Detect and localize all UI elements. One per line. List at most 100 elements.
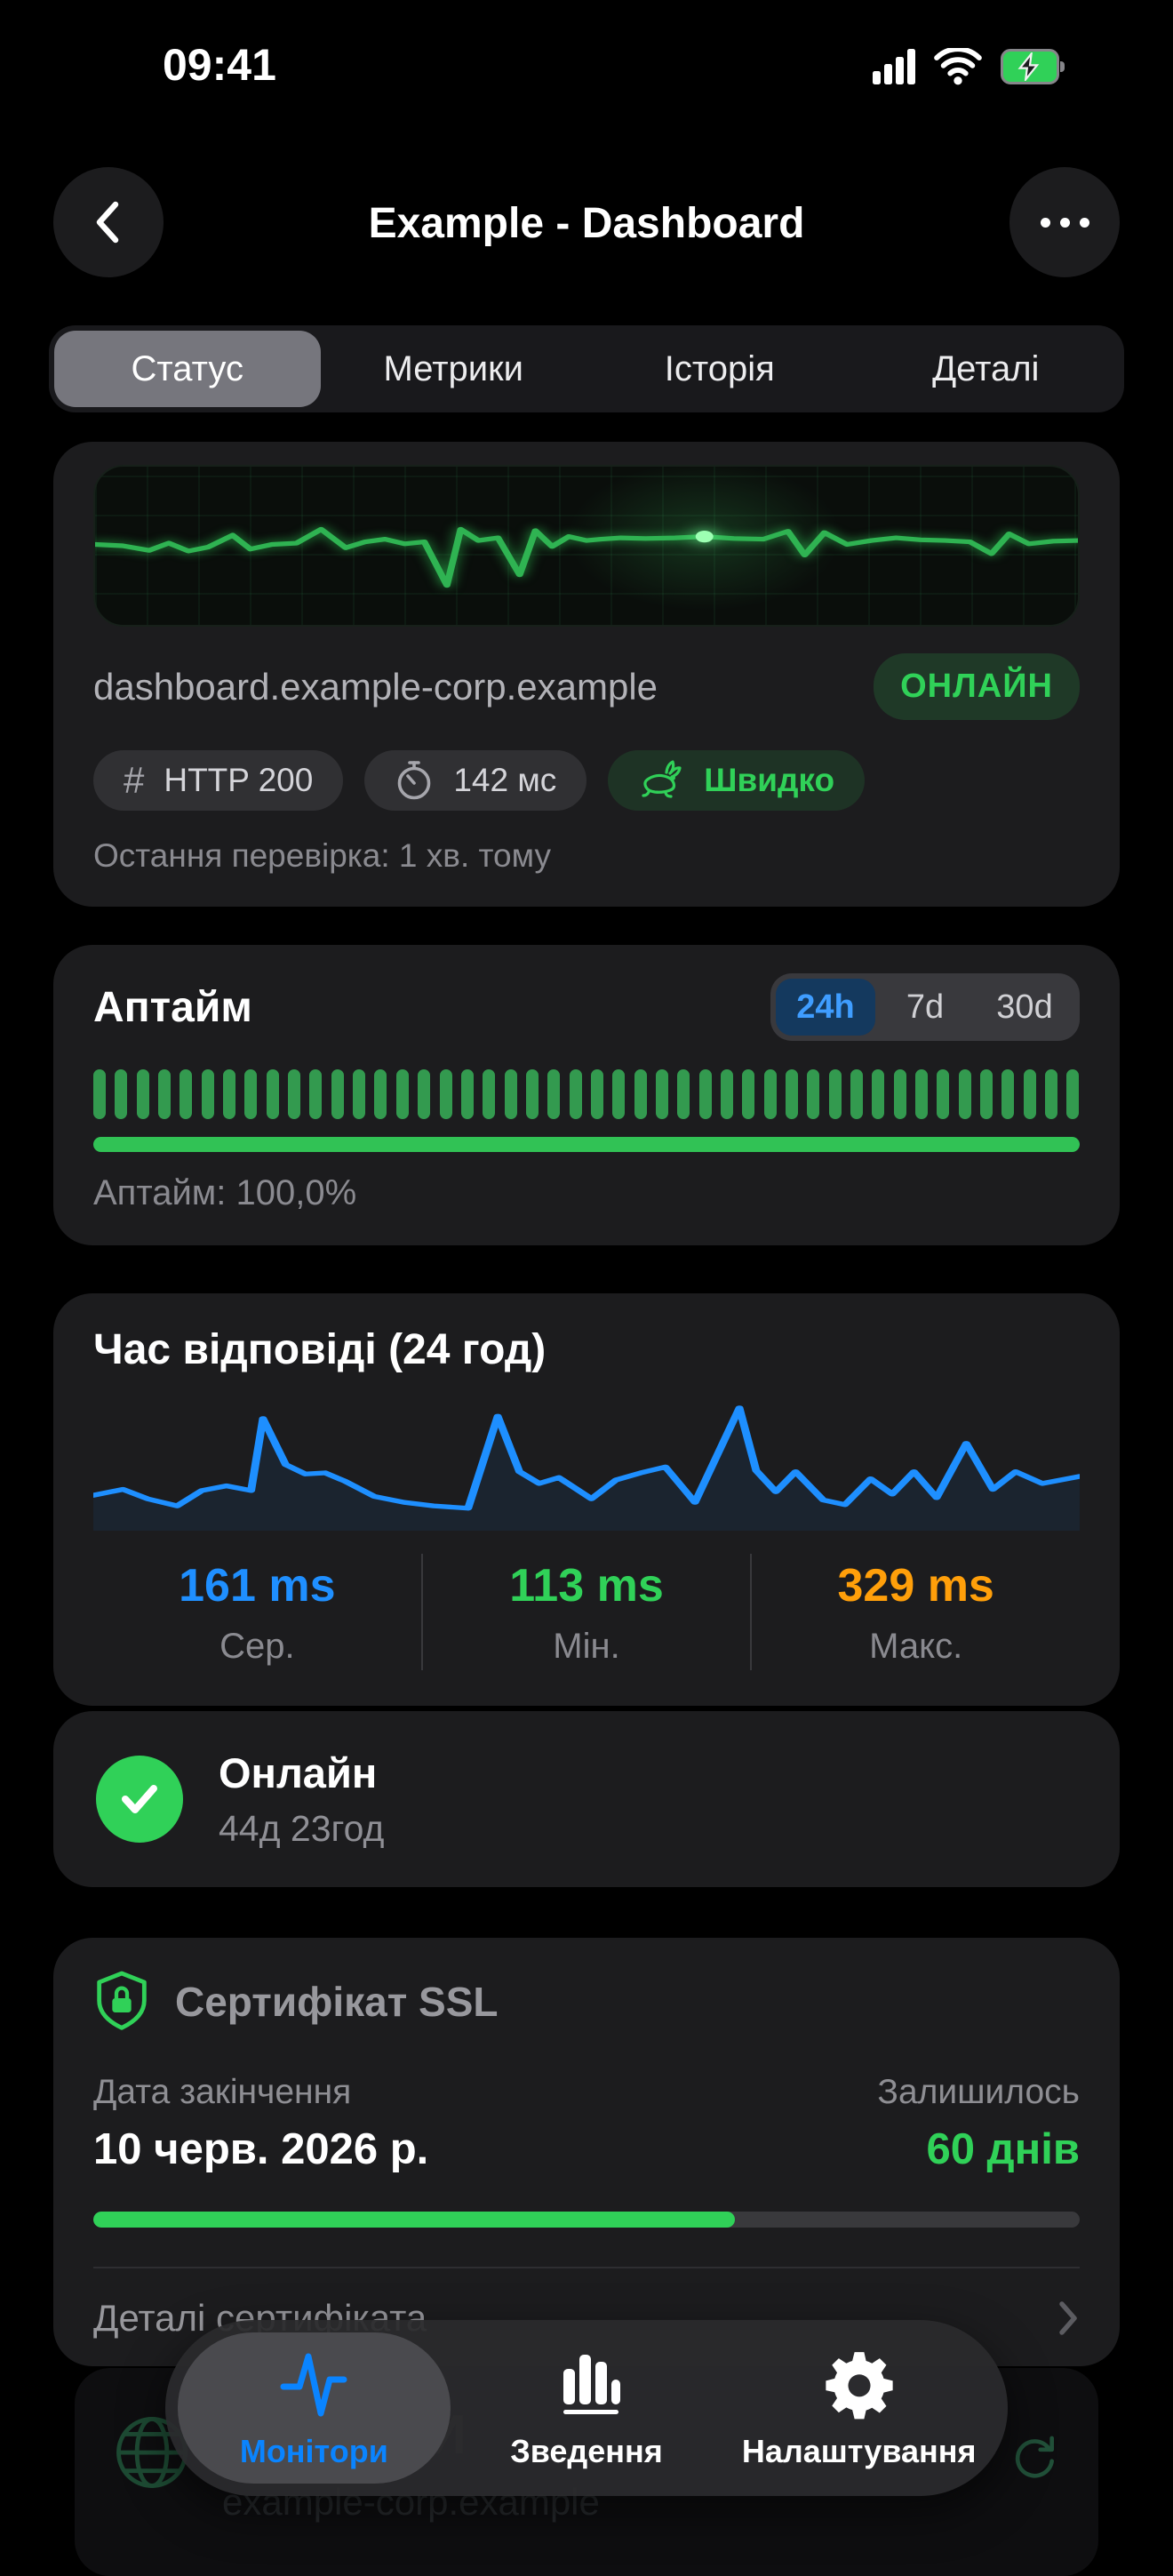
ssl-card: Сертифікат SSL Дата закінчення Залишилос… bbox=[53, 1938, 1120, 2366]
response-chart bbox=[93, 1401, 1080, 1531]
refresh-icon bbox=[1006, 2427, 1061, 2482]
ssl-title: Сертифікат SSL bbox=[175, 1978, 499, 2026]
status-bar: 09:41 bbox=[0, 18, 1173, 89]
uptime-bar bbox=[309, 1069, 322, 1119]
uptime-progress-line bbox=[93, 1137, 1080, 1152]
bottom-nav: Монітори Зведення bbox=[165, 2320, 1008, 2496]
uptime-card: Аптайм 24h 7d 30d Аптайм: 100,0% bbox=[53, 945, 1120, 1245]
uptime-bar bbox=[591, 1069, 603, 1119]
ssl-remaining-label: Залишилось bbox=[877, 2073, 1080, 2112]
uptime-summary: Аптайм: 100,0% bbox=[93, 1173, 1080, 1213]
uptime-bar bbox=[244, 1069, 257, 1119]
activity-icon bbox=[271, 2346, 356, 2422]
status-icons bbox=[873, 48, 1070, 85]
ellipsis-icon bbox=[1041, 218, 1089, 228]
rabbit-icon bbox=[638, 760, 684, 801]
uptime-bar bbox=[699, 1069, 712, 1119]
cellular-signal-icon bbox=[873, 49, 915, 84]
tab-history[interactable]: Історія bbox=[586, 331, 853, 407]
uptime-bar bbox=[440, 1069, 452, 1119]
range-24h[interactable]: 24h bbox=[776, 979, 875, 1036]
monitor-domain: dashboard.example-corp.example bbox=[93, 666, 658, 708]
heartbeat-chart bbox=[93, 465, 1080, 627]
uptime-bar bbox=[915, 1069, 928, 1119]
uptime-bar bbox=[353, 1069, 365, 1119]
uptime-bar bbox=[894, 1069, 906, 1119]
uptime-bar bbox=[483, 1069, 495, 1119]
check-circle-icon bbox=[96, 1756, 183, 1843]
uptime-bar bbox=[634, 1069, 647, 1119]
uptime-bar bbox=[1045, 1069, 1057, 1119]
http-status-chip: # HTTP 200 bbox=[93, 750, 343, 811]
range-segmented-control: 24h 7d 30d bbox=[770, 973, 1080, 1041]
clock: 09:41 bbox=[163, 39, 276, 91]
uptime-bar bbox=[872, 1069, 884, 1119]
uptime-bar bbox=[656, 1069, 668, 1119]
stat-max: 329 ms Макс. bbox=[750, 1554, 1080, 1670]
uptime-bar bbox=[959, 1069, 971, 1119]
uptime-bar bbox=[137, 1069, 149, 1119]
page-title: Example - Dashboard bbox=[0, 199, 1173, 248]
uptime-bar bbox=[850, 1069, 863, 1119]
last-check-text: Остання перевірка: 1 хв. тому bbox=[93, 837, 1080, 875]
monitor-card: dashboard.example-corp.example ОНЛАЙН # … bbox=[53, 442, 1120, 907]
uptime-bar bbox=[374, 1069, 387, 1119]
uptime-bar bbox=[764, 1069, 777, 1119]
response-time-card: Час відповіді (24 год) 161 ms Сер. 113 m… bbox=[53, 1293, 1120, 1706]
speed-chip: Швидко bbox=[608, 750, 865, 811]
uptime-bar bbox=[1024, 1069, 1036, 1119]
ssl-progress-bar bbox=[93, 2212, 1080, 2228]
online-status-card: Онлайн 44д 23год bbox=[53, 1711, 1120, 1887]
shield-lock-icon bbox=[93, 1970, 150, 2034]
uptime-bar bbox=[742, 1069, 754, 1119]
uptime-bar bbox=[807, 1069, 819, 1119]
bar-chart-icon bbox=[544, 2346, 629, 2422]
ssl-expiry-label: Дата закінчення bbox=[93, 2073, 351, 2112]
nav-summary[interactable]: Зведення bbox=[451, 2332, 723, 2484]
nav-monitors[interactable]: Монітори bbox=[178, 2332, 451, 2484]
uptime-bar bbox=[547, 1069, 560, 1119]
uptime-bar bbox=[418, 1069, 430, 1119]
tab-metrics[interactable]: Метрики bbox=[321, 331, 587, 407]
ssl-remaining-value: 60 днів bbox=[926, 2124, 1080, 2174]
uptime-bar bbox=[570, 1069, 582, 1119]
uptime-bar bbox=[396, 1069, 409, 1119]
range-7d[interactable]: 7d bbox=[875, 979, 975, 1036]
status-badge: ОНЛАЙН bbox=[874, 653, 1080, 720]
response-time-chip: 142 мс bbox=[364, 750, 586, 811]
nav-settings[interactable]: Налаштування bbox=[722, 2332, 995, 2484]
uptime-bar bbox=[180, 1069, 192, 1119]
response-title: Час відповіді (24 год) bbox=[93, 1325, 1080, 1374]
online-status-title: Онлайн bbox=[219, 1748, 384, 1797]
online-duration: 44д 23год bbox=[219, 1808, 384, 1850]
uptime-bar bbox=[202, 1069, 214, 1119]
stat-min: 113 ms Мін. bbox=[421, 1554, 751, 1670]
stat-average: 161 ms Сер. bbox=[93, 1554, 421, 1670]
uptime-bar bbox=[1066, 1069, 1079, 1119]
wifi-icon bbox=[933, 48, 983, 85]
header: Example - Dashboard bbox=[0, 167, 1173, 281]
uptime-bar bbox=[267, 1069, 279, 1119]
uptime-bar bbox=[223, 1069, 235, 1119]
tab-status[interactable]: Статус bbox=[54, 331, 321, 407]
hash-icon: # bbox=[124, 759, 144, 802]
uptime-bar bbox=[158, 1069, 171, 1119]
tab-details[interactable]: Деталі bbox=[853, 331, 1120, 407]
uptime-bar bbox=[93, 1069, 106, 1119]
uptime-title: Аптайм bbox=[93, 983, 252, 1032]
uptime-bar bbox=[331, 1069, 344, 1119]
uptime-bars bbox=[93, 1069, 1080, 1119]
uptime-bar bbox=[505, 1069, 517, 1119]
uptime-bar bbox=[612, 1069, 625, 1119]
uptime-bar bbox=[461, 1069, 474, 1119]
more-button[interactable] bbox=[1009, 167, 1120, 277]
battery-charging-icon bbox=[1001, 49, 1070, 84]
uptime-bar bbox=[721, 1069, 733, 1119]
chevron-right-icon bbox=[1057, 2299, 1080, 2338]
range-30d[interactable]: 30d bbox=[975, 979, 1074, 1036]
tab-bar: Статус Метрики Історія Деталі bbox=[49, 325, 1124, 412]
uptime-bar bbox=[1001, 1069, 1014, 1119]
gear-icon bbox=[821, 2346, 898, 2422]
uptime-bar bbox=[980, 1069, 993, 1119]
